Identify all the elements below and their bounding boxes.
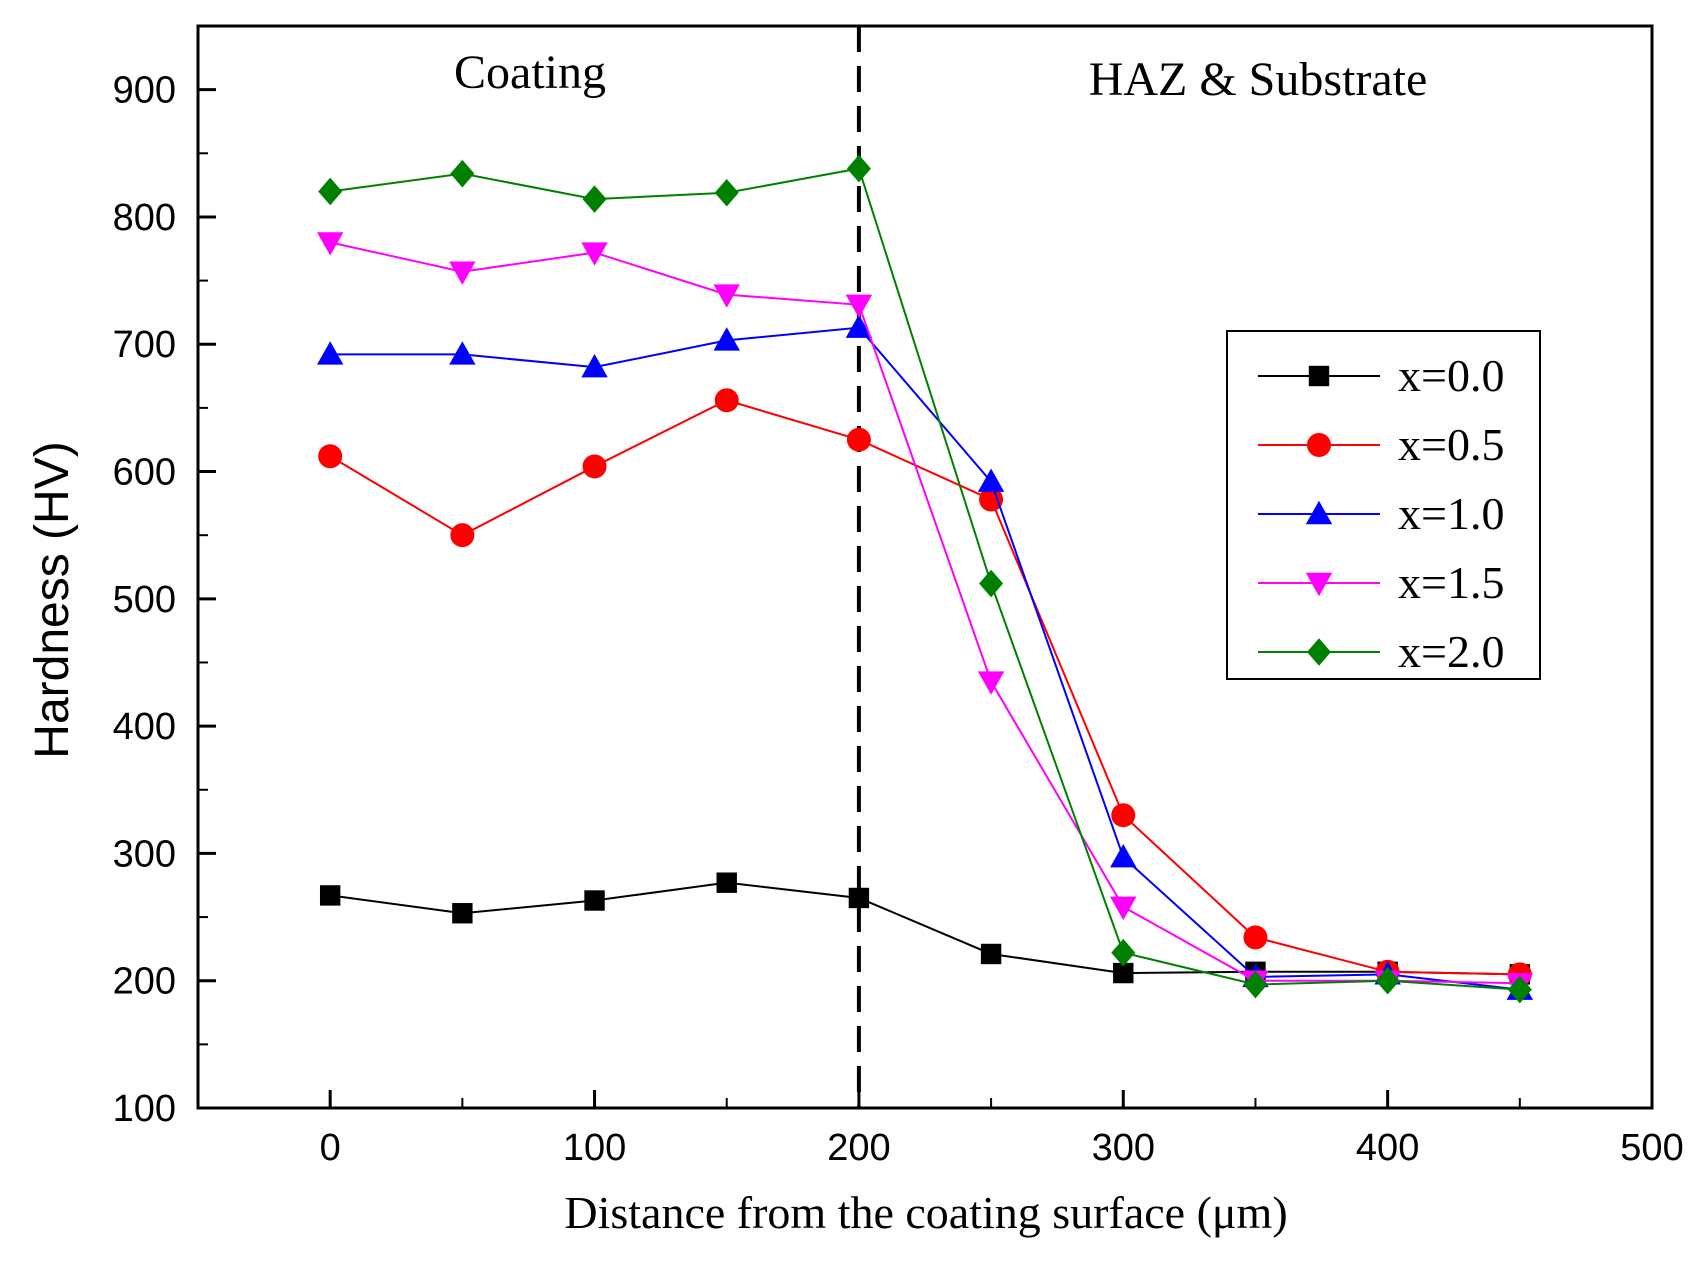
y-axis-label: Hardness (HV)	[26, 441, 79, 758]
data-point	[1110, 896, 1137, 921]
data-point	[316, 341, 344, 365]
legend-label: x=2.0	[1398, 626, 1504, 677]
legend-items: x=0.0 x=0.5 x=1.0 x=1.5 x=2.0	[1258, 350, 1504, 677]
y-tick-label: 800	[113, 197, 176, 239]
legend-item: x=1.5	[1258, 557, 1504, 608]
data-point	[977, 468, 1005, 492]
data-point	[1243, 970, 1268, 999]
data-point	[1110, 844, 1137, 868]
data-point	[845, 294, 873, 318]
series-x=0.5	[318, 388, 1532, 987]
data-point	[980, 943, 1002, 965]
legend-marker	[1308, 365, 1330, 387]
plot-area-border	[196, 24, 1654, 1110]
coating-region-label: Coating	[454, 46, 606, 99]
data-point	[450, 159, 475, 188]
data-point	[1243, 925, 1268, 950]
data-point	[1111, 938, 1136, 967]
data-point	[848, 887, 870, 909]
series-line	[330, 326, 1520, 991]
data-point	[1113, 962, 1134, 984]
haz-substrate-region-label: HAZ & Substrate	[1089, 53, 1428, 106]
legend-item: x=0.0	[1258, 350, 1504, 401]
data-point	[584, 890, 605, 911]
data-point	[845, 314, 873, 338]
legend-marker	[1305, 572, 1333, 597]
y-tick-label: 300	[113, 833, 176, 875]
y-axis: 100 200 300 400 500 600 700 800 900	[113, 70, 216, 1130]
legend-item: x=0.5	[1258, 419, 1504, 470]
data-point	[319, 885, 341, 906]
data-point	[716, 872, 737, 893]
legend-label: x=1.0	[1398, 488, 1504, 539]
series-line	[330, 881, 1520, 976]
data-point	[713, 284, 740, 308]
legend-item: x=2.0	[1258, 626, 1504, 677]
data-point	[581, 242, 608, 266]
x-tick-label: 100	[563, 1127, 626, 1169]
data-point	[846, 427, 871, 452]
data-point	[977, 671, 1005, 695]
data-point	[318, 444, 343, 469]
data-point	[713, 327, 740, 351]
data-point	[318, 177, 343, 206]
y-tick-label: 600	[113, 452, 176, 494]
data-point	[1111, 803, 1136, 828]
legend-label: x=1.5	[1398, 557, 1504, 608]
legend: x=0.0 x=0.5 x=1.0 x=1.5 x=2.0	[1226, 330, 1541, 680]
series-layer	[316, 154, 1534, 1004]
data-point	[1375, 966, 1400, 995]
data-point	[582, 185, 607, 213]
data-point	[449, 261, 476, 285]
x-axis-label: Distance from the coating surface (μm)	[564, 1187, 1287, 1238]
data-point	[450, 523, 475, 548]
y-tick-label: 400	[113, 706, 176, 748]
x-tick-label: 300	[1092, 1127, 1155, 1169]
legend-label: x=0.5	[1398, 419, 1504, 470]
plot-frame	[196, 24, 1654, 1110]
legend-marker	[1305, 500, 1333, 525]
data-point	[449, 341, 476, 365]
y-tick-label: 100	[113, 1088, 176, 1130]
x-tick-label: 500	[1620, 1127, 1683, 1169]
data-point	[714, 178, 739, 207]
data-point	[979, 487, 1004, 512]
y-tick-label: 500	[113, 579, 176, 621]
series-x=2.0	[318, 154, 1532, 1004]
data-point	[582, 454, 607, 479]
data-point	[452, 903, 473, 924]
data-point	[846, 154, 871, 183]
legend-marker	[1307, 433, 1331, 457]
data-point	[316, 232, 344, 256]
series-line	[329, 241, 1520, 985]
y-tick-label: 900	[113, 70, 176, 112]
legend-item: x=1.0	[1258, 488, 1504, 539]
legend-label: x=0.0	[1398, 350, 1504, 401]
legend-box	[1226, 330, 1541, 680]
x-tick-label: 400	[1356, 1127, 1419, 1169]
x-tick-label: 0	[320, 1127, 341, 1169]
series-line	[330, 167, 1520, 991]
y-tick-label: 700	[113, 324, 176, 366]
data-point	[581, 353, 608, 378]
data-point	[1507, 975, 1532, 1004]
data-point	[979, 569, 1004, 598]
series-line	[329, 399, 1520, 976]
data-point	[714, 388, 739, 413]
y-tick-label: 200	[113, 961, 176, 1003]
legend-marker	[1307, 638, 1331, 666]
x-axis: 0 100 200 300 400 500	[320, 1090, 1684, 1169]
x-tick-label: 200	[827, 1127, 890, 1169]
